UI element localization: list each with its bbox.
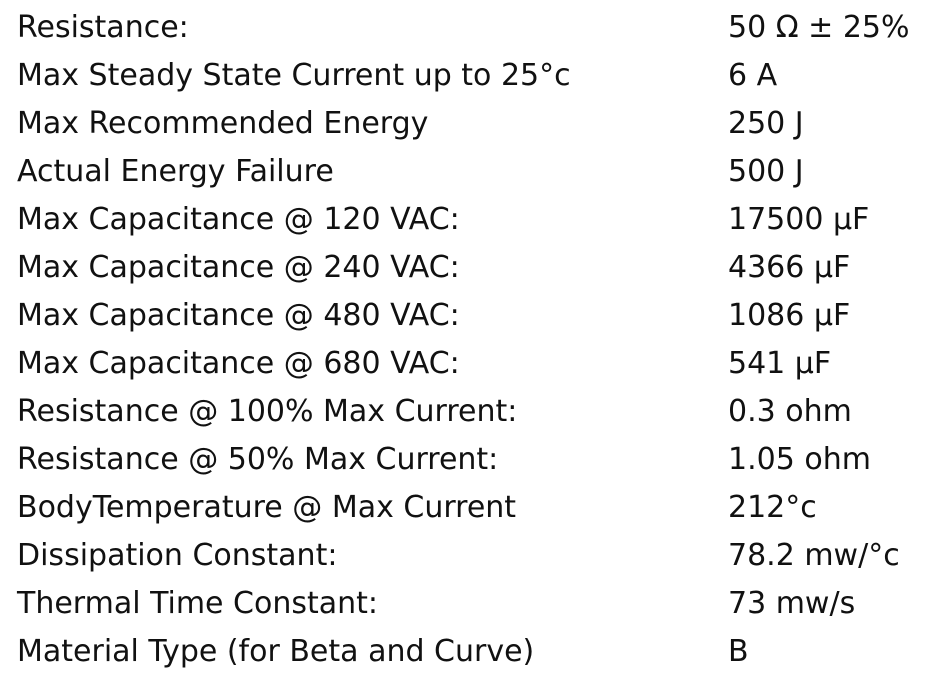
spec-label: BodyTemperature @ Max Current <box>17 490 517 525</box>
spec-value: 250 J <box>728 106 804 141</box>
spec-label: Max Capacitance @ 240 VAC: <box>17 250 460 285</box>
spec-value: 1.05 ohm <box>728 442 871 477</box>
spec-label: Dissipation Constant: <box>17 538 338 573</box>
spec-label: Resistance @ 50% Max Current: <box>17 442 499 477</box>
spec-value: 500 J <box>728 154 804 189</box>
spec-label: Max Recommended Energy <box>17 106 429 141</box>
spec-value: 78.2 mw/°c <box>728 538 900 573</box>
spec-label: Material Type (for Beta and Curve) <box>17 634 535 669</box>
spec-label: Max Capacitance @ 480 VAC: <box>17 298 460 333</box>
spec-value: 1086 µF <box>728 298 851 333</box>
spec-value: 6 A <box>728 58 778 93</box>
spec-value: 0.3 ohm <box>728 394 852 429</box>
spec-value: 212°c <box>728 490 817 525</box>
spec-value: 541 µF <box>728 346 832 381</box>
spec-value: B <box>728 634 749 669</box>
spec-label: Actual Energy Failure <box>17 154 334 189</box>
spec-label: Thermal Time Constant: <box>17 586 379 621</box>
spec-label: Max Capacitance @ 680 VAC: <box>17 346 460 381</box>
spec-label: Resistance: <box>17 10 189 45</box>
spec-label: Max Capacitance @ 120 VAC: <box>17 202 460 237</box>
spec-value: 17500 µF <box>728 202 870 237</box>
spec-value: 4366 µF <box>728 250 851 285</box>
spec-value: 73 mw/s <box>728 586 856 621</box>
spec-label: Max Steady State Current up to 25°c <box>17 58 571 93</box>
spec-label: Resistance @ 100% Max Current: <box>17 394 518 429</box>
spec-value: 50 Ω ± 25% <box>728 10 910 45</box>
